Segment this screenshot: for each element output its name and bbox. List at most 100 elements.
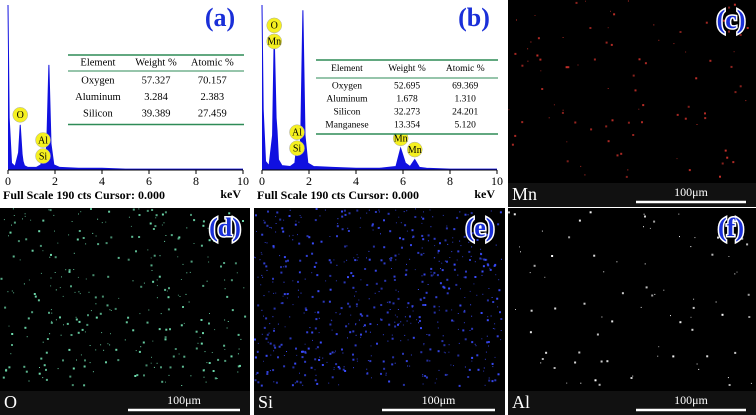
map-dot bbox=[457, 313, 459, 314]
map-dot bbox=[261, 253, 263, 255]
map-dot bbox=[643, 226, 644, 228]
map-dot bbox=[487, 264, 489, 266]
table-header: Atomic % bbox=[191, 57, 234, 68]
map-dot bbox=[226, 295, 229, 298]
map-dot bbox=[263, 326, 266, 329]
map-dot bbox=[199, 336, 201, 338]
map-dot bbox=[566, 160, 569, 163]
map-dot bbox=[346, 259, 348, 261]
map-dot bbox=[84, 331, 86, 333]
map-dot bbox=[352, 286, 355, 289]
map-dot bbox=[508, 211, 510, 214]
map-dot bbox=[224, 349, 226, 350]
peak-label: O bbox=[17, 110, 24, 121]
map-dot bbox=[138, 214, 141, 216]
map-dot bbox=[476, 239, 479, 241]
map-dot bbox=[457, 274, 459, 276]
map-dot bbox=[651, 294, 654, 297]
map-dot bbox=[174, 348, 177, 350]
map-dot bbox=[433, 271, 436, 274]
map-dot bbox=[463, 235, 466, 238]
map-dot bbox=[611, 320, 614, 323]
map-dot bbox=[469, 259, 471, 261]
map-dot bbox=[566, 382, 568, 384]
map-dot bbox=[262, 276, 264, 278]
map-dot bbox=[606, 360, 609, 363]
map-dot bbox=[464, 276, 467, 279]
map-dot bbox=[421, 222, 423, 224]
map-dot bbox=[326, 361, 328, 363]
map-dot bbox=[314, 379, 317, 382]
map-dot bbox=[95, 235, 97, 237]
table-header: Weight % bbox=[135, 57, 177, 68]
map-dot bbox=[430, 226, 432, 228]
map-dot bbox=[337, 366, 340, 368]
map-dot bbox=[366, 372, 369, 375]
map-dot bbox=[473, 220, 475, 222]
map-dot bbox=[317, 290, 320, 293]
map-dot bbox=[717, 236, 719, 239]
map-dot bbox=[473, 283, 475, 285]
map-dot bbox=[224, 319, 226, 321]
map-dot bbox=[147, 249, 149, 251]
map-dot bbox=[372, 245, 375, 248]
map-dot bbox=[605, 125, 608, 128]
map-dot bbox=[355, 323, 357, 325]
map-dot bbox=[266, 333, 269, 336]
map-dot bbox=[654, 293, 656, 295]
map-dot bbox=[150, 257, 152, 259]
map-dot bbox=[484, 234, 487, 237]
map-dot bbox=[577, 64, 579, 66]
map-dot bbox=[344, 370, 347, 372]
map-dot bbox=[487, 316, 489, 318]
map-dot bbox=[420, 351, 423, 354]
map-dot bbox=[370, 355, 372, 357]
map-dot bbox=[477, 368, 480, 371]
map-dot bbox=[236, 225, 238, 227]
map-dot bbox=[728, 384, 731, 386]
map-dot bbox=[78, 320, 81, 323]
map-dot bbox=[484, 358, 486, 360]
map-dot bbox=[89, 362, 91, 364]
map-dot bbox=[99, 312, 102, 315]
map-dot bbox=[455, 283, 458, 286]
map-dot bbox=[721, 162, 724, 165]
x-tick-label: 0 bbox=[5, 174, 11, 188]
map-dot bbox=[55, 289, 57, 291]
map-dot bbox=[490, 210, 492, 212]
map-dot bbox=[294, 223, 297, 226]
map-dot bbox=[132, 280, 134, 282]
map-dot bbox=[385, 374, 387, 376]
map-dot bbox=[728, 6, 731, 9]
map-dot bbox=[376, 324, 378, 326]
map-dot bbox=[471, 246, 473, 248]
map-dot bbox=[283, 365, 286, 368]
map-dot bbox=[607, 27, 609, 29]
map-dot bbox=[266, 373, 269, 375]
map-dot bbox=[366, 212, 368, 214]
map-dot bbox=[223, 344, 226, 347]
table-cell: Aluminum bbox=[326, 95, 368, 105]
map-dot bbox=[474, 343, 476, 345]
map-dot bbox=[208, 261, 210, 263]
map-dot bbox=[280, 271, 283, 274]
map-dot bbox=[341, 210, 343, 213]
map-dot bbox=[24, 326, 27, 329]
map-dot bbox=[11, 290, 13, 292]
map-dot bbox=[282, 295, 284, 297]
map-dot bbox=[453, 268, 456, 271]
map-dot bbox=[40, 357, 43, 360]
map-dot bbox=[280, 302, 282, 304]
map-dot bbox=[658, 346, 660, 348]
map-dot bbox=[409, 365, 411, 367]
map-dot bbox=[31, 249, 34, 252]
map-dot bbox=[177, 294, 179, 296]
map-dot bbox=[315, 261, 318, 264]
map-dot bbox=[442, 335, 444, 337]
map-dot bbox=[389, 259, 392, 262]
map-dot bbox=[270, 354, 272, 356]
map-dot bbox=[603, 271, 605, 273]
peak-label-bubble bbox=[266, 17, 282, 34]
map-dot bbox=[125, 321, 128, 324]
